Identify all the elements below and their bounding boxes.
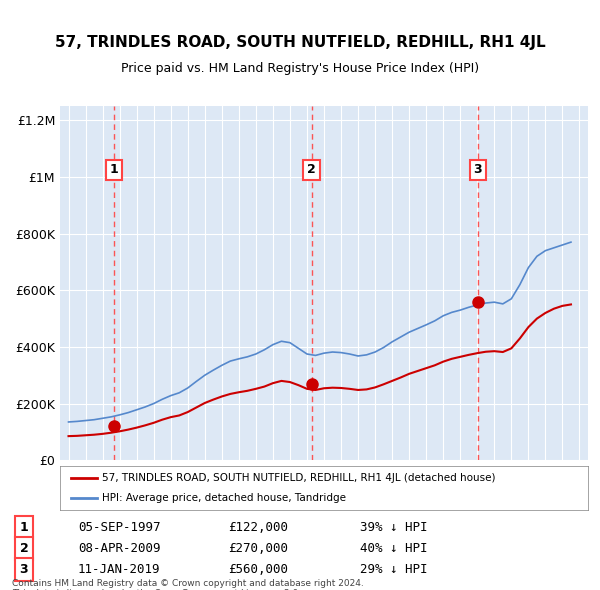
- Text: 11-JAN-2019: 11-JAN-2019: [78, 563, 161, 576]
- Text: Contains HM Land Registry data © Crown copyright and database right 2024.: Contains HM Land Registry data © Crown c…: [12, 579, 364, 588]
- Text: 2: 2: [20, 542, 28, 555]
- Text: 1: 1: [20, 522, 28, 535]
- Text: HPI: Average price, detached house, Tandridge: HPI: Average price, detached house, Tand…: [102, 493, 346, 503]
- Text: Price paid vs. HM Land Registry's House Price Index (HPI): Price paid vs. HM Land Registry's House …: [121, 62, 479, 75]
- Text: 57, TRINDLES ROAD, SOUTH NUTFIELD, REDHILL, RH1 4JL: 57, TRINDLES ROAD, SOUTH NUTFIELD, REDHI…: [55, 35, 545, 50]
- Text: 05-SEP-1997: 05-SEP-1997: [78, 522, 161, 535]
- Text: 29% ↓ HPI: 29% ↓ HPI: [360, 563, 427, 576]
- Text: 57, TRINDLES ROAD, SOUTH NUTFIELD, REDHILL, RH1 4JL (detached house): 57, TRINDLES ROAD, SOUTH NUTFIELD, REDHI…: [102, 474, 496, 483]
- Text: 40% ↓ HPI: 40% ↓ HPI: [360, 542, 427, 555]
- Text: 3: 3: [20, 563, 28, 576]
- Text: 1: 1: [110, 163, 118, 176]
- Text: 39% ↓ HPI: 39% ↓ HPI: [360, 522, 427, 535]
- Text: 2: 2: [307, 163, 316, 176]
- Text: 08-APR-2009: 08-APR-2009: [78, 542, 161, 555]
- Text: £122,000: £122,000: [228, 522, 288, 535]
- Text: 3: 3: [473, 163, 482, 176]
- Text: £270,000: £270,000: [228, 542, 288, 555]
- Text: £560,000: £560,000: [228, 563, 288, 576]
